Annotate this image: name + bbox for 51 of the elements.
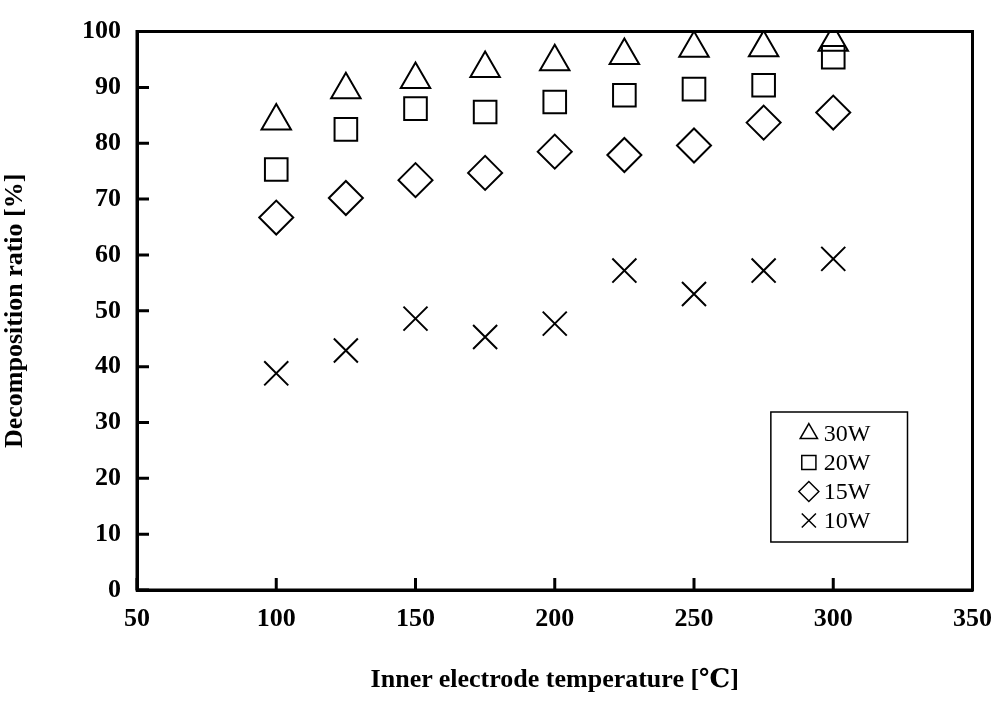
point (820, 44, 846, 70)
y-tick-label: 30 (95, 406, 121, 436)
y-tick-label: 10 (95, 517, 121, 547)
y-tick-label: 70 (95, 182, 121, 212)
x-tick-label: 100 (256, 603, 296, 633)
point (815, 94, 852, 131)
point (258, 199, 295, 236)
point (403, 96, 428, 121)
y-axis-title: Decomposition ratio [%] (0, 173, 29, 448)
point (751, 72, 776, 98)
y-tick-label: 100 (82, 15, 121, 45)
point (606, 137, 643, 174)
x-tick-label: 50 (124, 603, 150, 633)
point (536, 133, 573, 170)
point (333, 117, 359, 142)
point (680, 281, 708, 308)
y-tick-label: 40 (95, 350, 121, 380)
x-tick-label: 350 (953, 603, 992, 633)
point (327, 180, 364, 216)
point (681, 76, 707, 102)
legend-label: 15W (823, 477, 871, 504)
y-tick-label: 60 (95, 238, 121, 268)
point (745, 104, 782, 141)
point (612, 82, 637, 108)
legend-label: 20W (823, 448, 871, 475)
point (397, 162, 434, 199)
y-tick-label: 50 (95, 294, 121, 324)
point (611, 257, 638, 284)
point (263, 157, 289, 182)
point (541, 310, 568, 337)
y-tick-label: 0 (108, 573, 121, 603)
legend-label: 30W (823, 419, 871, 446)
y-tick-label: 80 (95, 127, 121, 156)
point (750, 257, 777, 284)
x-tick-label: 250 (674, 603, 714, 633)
point (263, 360, 290, 387)
point (467, 154, 504, 191)
point (472, 324, 499, 351)
point (402, 305, 429, 332)
point (472, 99, 498, 125)
x-tick-label: 300 (813, 603, 853, 633)
point (332, 337, 359, 364)
point (820, 245, 847, 272)
y-tick-label: 90 (95, 71, 121, 101)
point (676, 127, 712, 164)
point (542, 89, 568, 115)
x-axis-title: Inner electrode temperature [℃] (370, 664, 739, 694)
legend-label: 10W (823, 506, 871, 533)
y-tick-label: 20 (95, 462, 121, 492)
x-tick-label: 200 (535, 603, 575, 633)
x-tick-label: 150 (396, 603, 435, 633)
